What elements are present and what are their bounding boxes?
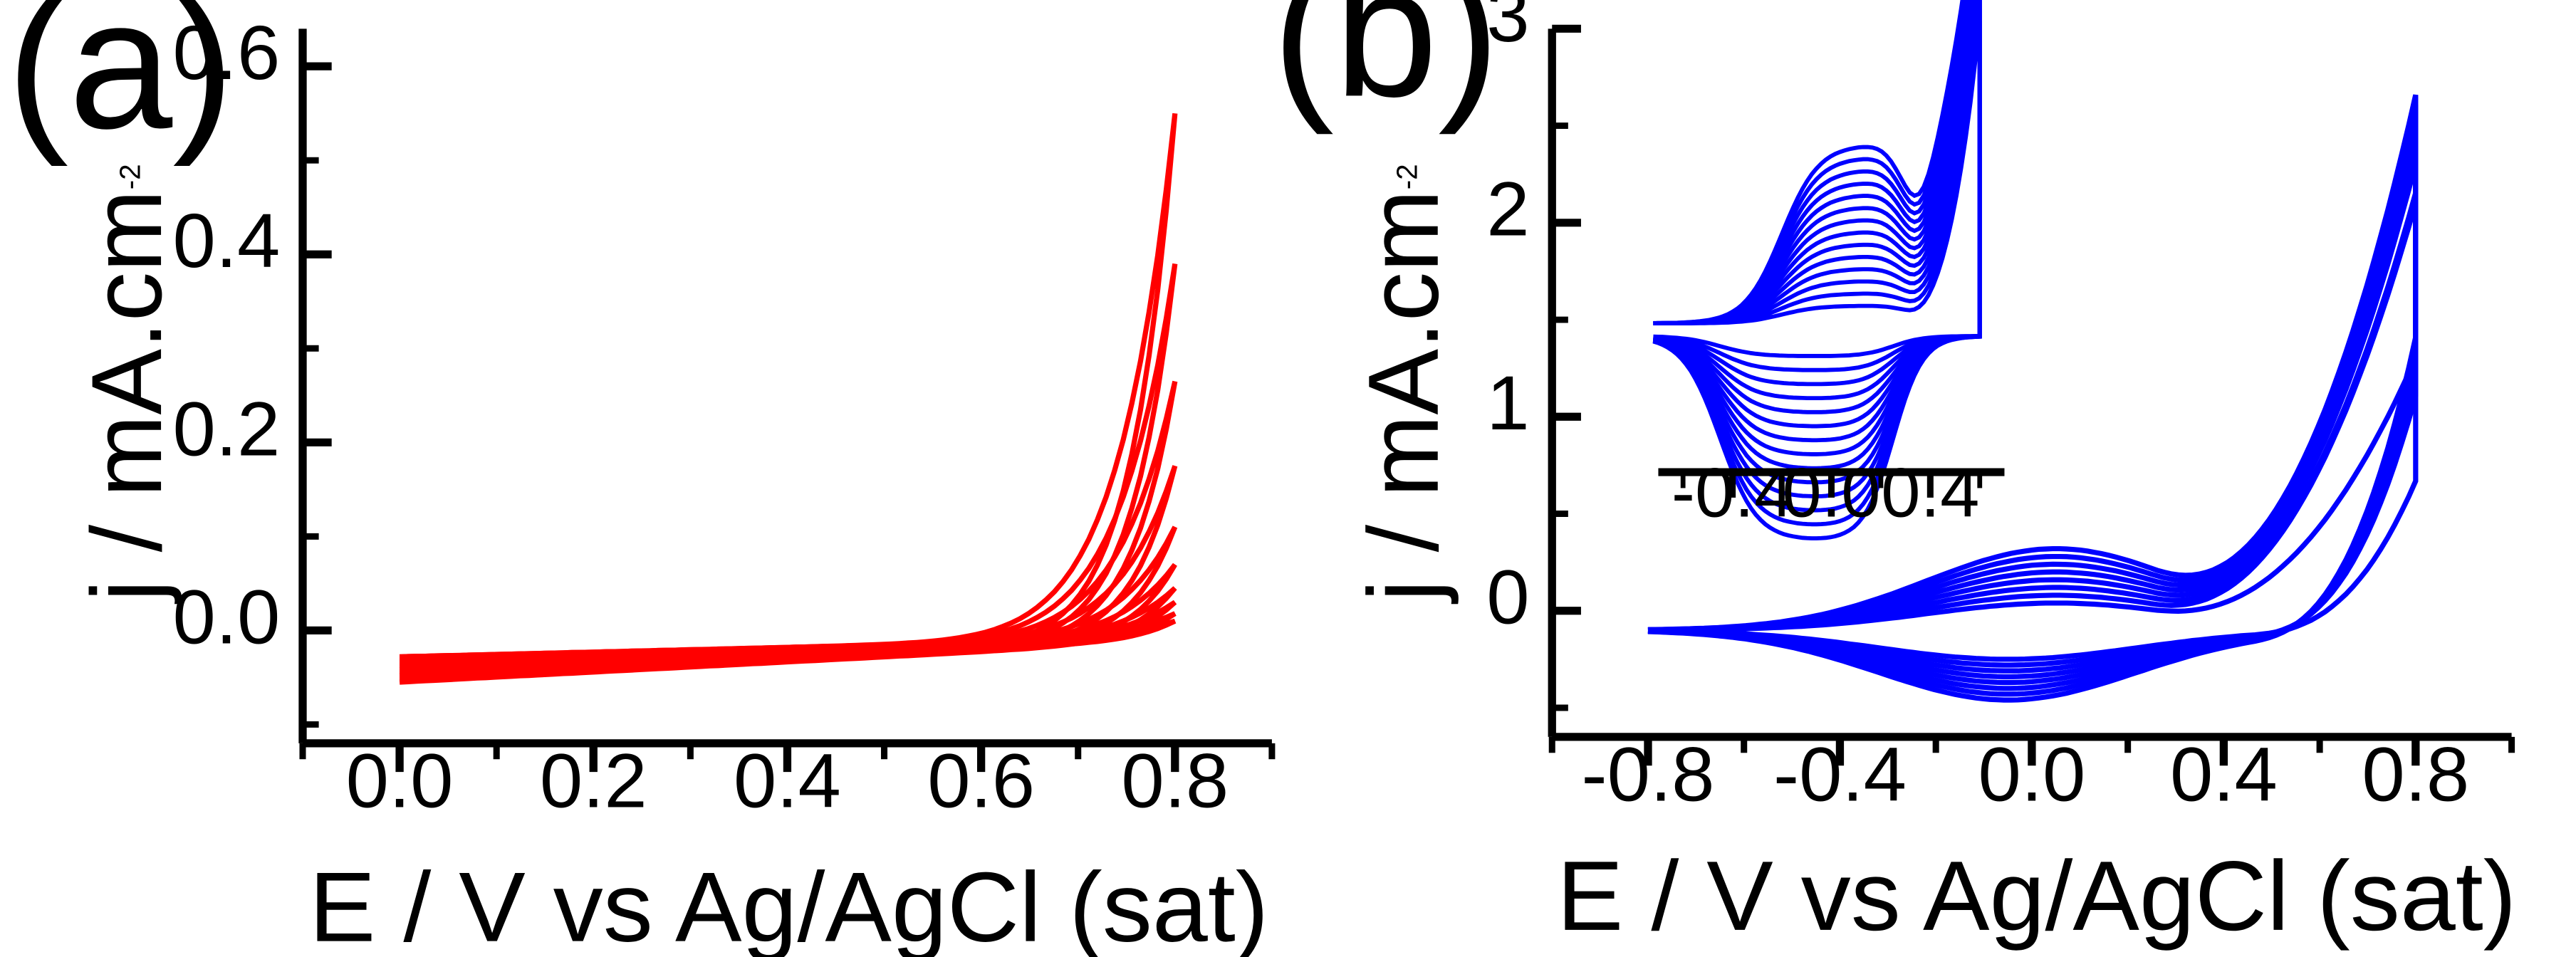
panel-a-baseline-band xyxy=(400,644,885,683)
panel-b-y-axis-label-main: j / mA.cm xyxy=(1347,189,1459,605)
panel-a-x-tick-label: 0.8 xyxy=(1121,738,1229,823)
panel-a-axes: 0.0 0.2 0.4 0.6 0.0 0.2 0.4 0.6 0.8 xyxy=(173,10,1276,823)
panel-b-x-tick-label: 0.4 xyxy=(2170,731,2278,817)
panel-b-x-axis-label: E / V vs Ag/AgCl (sat) xyxy=(1557,840,2516,951)
panel-a-y-axis-label-main: j / mA.cm xyxy=(71,189,182,605)
panel-b-x-tick-label: -0.8 xyxy=(1581,731,1714,817)
panel-b-y-tick-label: 3 xyxy=(1486,0,1529,58)
panel-a-y-tick-label: 0.6 xyxy=(173,10,281,95)
panel-b-y-axis-label-sup: -2 xyxy=(1390,164,1423,189)
panel-b-series-line xyxy=(1647,357,2419,662)
panel-b-y-axis-label: j / mA.cm-2 xyxy=(1347,164,1459,604)
panel-b-x-tick-label: -0.4 xyxy=(1773,731,1907,817)
panel-a-label: (a) xyxy=(6,0,234,168)
panel-a-curves xyxy=(399,113,1178,685)
svg-text:j / mA.cm-2: j / mA.cm-2 xyxy=(1347,164,1459,604)
panel-a-y-tick-label: 0.2 xyxy=(173,386,281,471)
panel-a-y-axis-label-sup: -2 xyxy=(114,164,147,189)
panel-b-curves xyxy=(1647,94,2419,703)
panel-b-series-line xyxy=(1647,94,2419,703)
panel-a-y-axis-label: j / mA.cm-2 xyxy=(71,164,182,604)
panel-b-y-tick-label: 2 xyxy=(1486,166,1529,251)
panel-a-x-tick-label: 0.6 xyxy=(927,738,1035,823)
panel-b-y-tick-label: 0 xyxy=(1486,554,1529,639)
panel-a-y-tick-label: 0.0 xyxy=(173,574,281,659)
panel-b-x-tick-label: 0.8 xyxy=(2362,731,2469,817)
panel-b-y-tick-label: 1 xyxy=(1486,360,1529,446)
panel-a-series-line xyxy=(399,113,1178,671)
panel-b-inset: -0.40.0 0.4 xyxy=(1652,0,2005,540)
panel-b-series-line xyxy=(1647,202,2419,668)
inset-x-tick-label: -0.4 xyxy=(1672,453,1793,531)
panel-a-x-axis-label: E / V vs Ag/AgCl (sat) xyxy=(309,852,1268,957)
panel-a-x-tick-label: 0.2 xyxy=(540,738,647,823)
panel-b-label: (b) xyxy=(1272,0,1500,136)
panel-a: (a) 0.0 0.2 0.4 0.6 0.0 0.2 0.4 0.6 0.8 E / V vs… xyxy=(6,0,1276,957)
panel-a-x-tick-label: 0.0 xyxy=(346,738,454,823)
inset-series-line xyxy=(1652,0,1982,540)
panel-b-x-tick-label: 0.0 xyxy=(1978,731,2085,817)
svg-text:j / mA.cm-2: j / mA.cm-2 xyxy=(71,164,182,604)
panel-a-series-line xyxy=(399,263,1178,673)
panel-a-y-tick-label: 0.4 xyxy=(173,198,281,283)
inset-x-tick-label: 0.4 xyxy=(1881,453,1979,531)
panel-a-x-tick-label: 0.4 xyxy=(734,738,841,823)
inset-x-tick-label: 0.0 xyxy=(1782,453,1880,531)
